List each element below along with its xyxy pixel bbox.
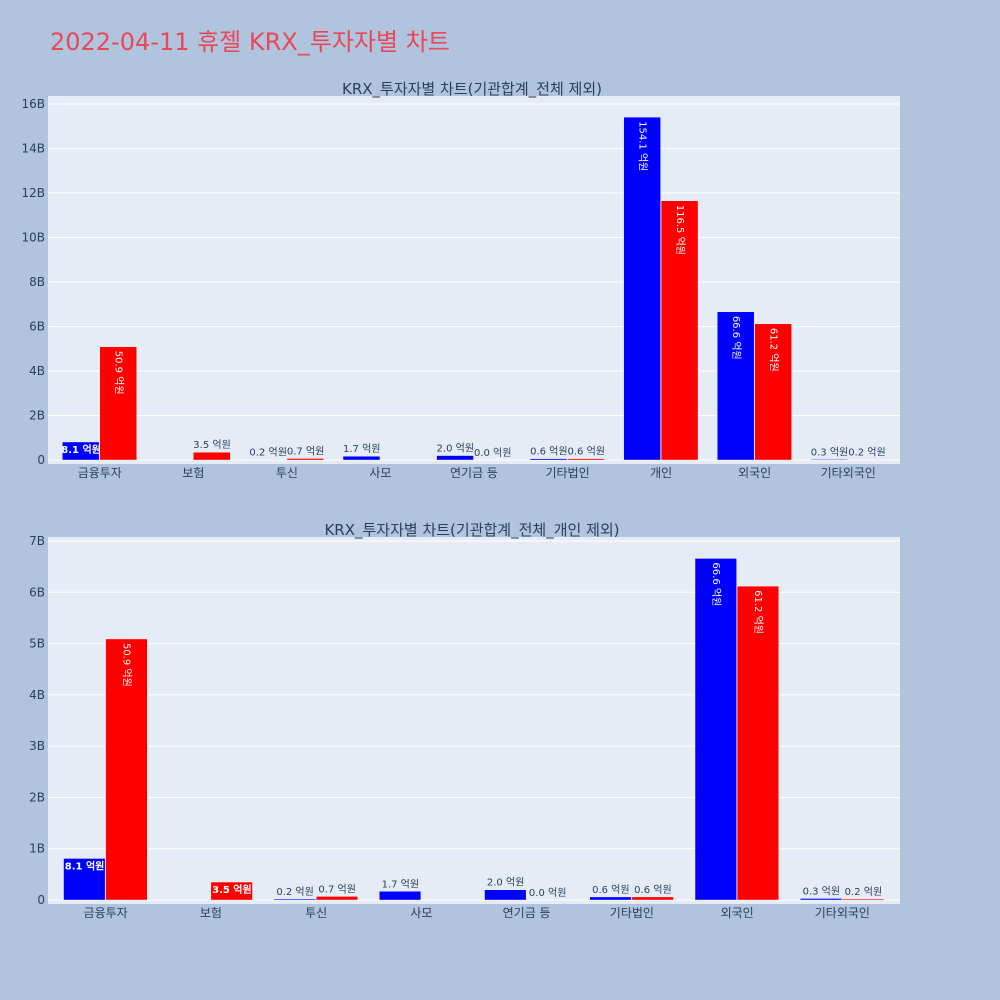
bar bbox=[210, 881, 253, 901]
x-tick-label: 기타외국인 bbox=[821, 466, 876, 480]
bar bbox=[660, 200, 699, 461]
data-label: 0.2 억원 bbox=[848, 447, 885, 459]
y-tick-label: 4B bbox=[29, 364, 45, 378]
bar bbox=[589, 896, 632, 901]
x-tick-label: 투신 bbox=[276, 466, 298, 480]
data-label: 0.7 억원 bbox=[287, 445, 324, 457]
bar bbox=[484, 889, 527, 901]
bar bbox=[193, 452, 231, 461]
bar bbox=[623, 116, 661, 461]
x-tick-label: 금융투자 bbox=[78, 466, 122, 480]
y-tick-label: 6B bbox=[29, 320, 45, 334]
bar bbox=[842, 898, 885, 901]
y-tick-label: 1B bbox=[29, 842, 45, 856]
bar bbox=[342, 456, 381, 461]
bar bbox=[63, 858, 106, 901]
bar bbox=[567, 458, 605, 461]
page-title: 2022-04-11 휴젤 KRX_투자자별 차트 bbox=[50, 28, 450, 56]
chart-2: 0 1B 2B 3B 4B 5B 6B 7B KRX_투자자별 차트(기관합계_전체_개인 제외… bbox=[29, 521, 900, 920]
data-label: 154.1 억원 bbox=[636, 121, 648, 171]
bar bbox=[694, 558, 737, 901]
data-label: 61.2 억원 bbox=[752, 590, 764, 634]
data-label: 0.2 억원 bbox=[845, 886, 882, 898]
x-tick-label: 사모 bbox=[410, 906, 432, 920]
x-tick-label: 기타법인 bbox=[545, 466, 589, 480]
bar bbox=[754, 323, 792, 461]
data-label: 0.2 억원 bbox=[276, 886, 313, 898]
x-tick-label: 연기금 등 bbox=[450, 466, 498, 480]
data-label: 2.0 억원 bbox=[487, 877, 524, 889]
x-tick-label: 외국인 bbox=[721, 906, 754, 920]
bar bbox=[62, 441, 100, 461]
y-tick-label: 12B bbox=[21, 186, 45, 200]
data-label: 0.6 억원 bbox=[634, 884, 671, 896]
x-tick-label: 기타법인 bbox=[610, 906, 654, 920]
y-tick-label: 2B bbox=[29, 409, 45, 423]
x-tick-label: 연기금 등 bbox=[503, 906, 551, 920]
x-tick-label: 금융투자 bbox=[84, 906, 128, 920]
x-tick-label: 보험 bbox=[200, 906, 222, 920]
bar bbox=[273, 898, 316, 901]
bar bbox=[315, 896, 358, 901]
x-tick-label: 외국인 bbox=[738, 466, 771, 480]
y-tick-label: 0 bbox=[37, 453, 45, 467]
bar bbox=[717, 311, 755, 461]
x-tick-label: 개인 bbox=[650, 466, 672, 480]
y-tick-label: 8B bbox=[29, 275, 45, 289]
data-label: 61.2 억원 bbox=[767, 328, 779, 372]
bar bbox=[379, 891, 422, 901]
data-label: 0.3 억원 bbox=[811, 446, 848, 458]
chart-1: 0 2B 4B 6B 8B 10B 12B 14B 16B KRX_투자자별 차트(기관합계_전체… bbox=[21, 80, 900, 480]
data-label: 0.3 억원 bbox=[803, 885, 840, 897]
bar bbox=[436, 455, 474, 461]
data-label: 0.6 억원 bbox=[568, 446, 605, 458]
y-tick-label: 2B bbox=[29, 790, 45, 804]
y-tick-label: 7B bbox=[29, 534, 45, 548]
data-label: 8.1 억원 bbox=[61, 443, 101, 456]
data-label: 0.6 억원 bbox=[530, 446, 567, 458]
data-label: 0.0 억원 bbox=[474, 447, 511, 459]
data-label: 3.5 억원 bbox=[193, 439, 230, 451]
data-label: 116.5 억원 bbox=[674, 205, 686, 255]
chart-title: KRX_투자자별 차트(기관합계_전체_개인 제외) bbox=[324, 521, 619, 540]
data-label: 0.7 억원 bbox=[318, 883, 355, 895]
data-label: 0.2 억원 bbox=[249, 447, 286, 459]
x-tick-label: 보험 bbox=[182, 466, 204, 480]
y-tick-label: 14B bbox=[21, 142, 45, 156]
data-label: 3.5 억원 bbox=[212, 883, 252, 896]
bar bbox=[529, 458, 568, 461]
x-tick-label: 기타외국인 bbox=[815, 906, 870, 920]
data-label: 1.7 억원 bbox=[343, 443, 380, 455]
y-tick-label: 3B bbox=[29, 739, 45, 753]
bar bbox=[631, 896, 674, 901]
data-label: 66.6 억원 bbox=[730, 316, 742, 360]
data-label: 1.7 억원 bbox=[382, 878, 419, 890]
y-tick-label: 5B bbox=[29, 637, 45, 651]
data-label: 0.0 억원 bbox=[529, 887, 566, 899]
bar bbox=[800, 898, 843, 901]
bar bbox=[810, 459, 848, 461]
data-label: 8.1 억원 bbox=[65, 859, 105, 872]
bar bbox=[286, 458, 325, 461]
x-tick-label: 투신 bbox=[305, 906, 327, 920]
y-tick-label: 0 bbox=[37, 893, 45, 907]
bar bbox=[736, 585, 779, 901]
data-label: 0.6 억원 bbox=[592, 884, 629, 896]
y-tick-label: 6B bbox=[29, 585, 45, 599]
y-tick-label: 4B bbox=[29, 688, 45, 702]
data-label: 50.9 억원 bbox=[121, 643, 133, 687]
bar bbox=[99, 346, 137, 461]
data-label: 2.0 억원 bbox=[437, 443, 474, 455]
data-label: 66.6 억원 bbox=[710, 562, 722, 606]
chart-title: KRX_투자자별 차트(기관합계_전체 제외) bbox=[342, 80, 602, 99]
bar bbox=[105, 638, 148, 901]
x-tick-label: 사모 bbox=[369, 466, 391, 480]
data-label: 50.9 억원 bbox=[112, 351, 124, 395]
y-tick-label: 16B bbox=[21, 97, 45, 111]
y-tick-label: 10B bbox=[21, 231, 45, 245]
